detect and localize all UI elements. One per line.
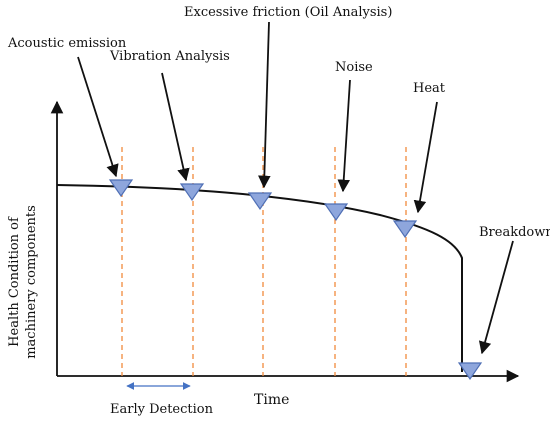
label-friction: Excessive friction (Oil Analysis) — [184, 5, 392, 20]
arrow-breakdown — [478, 240, 514, 355]
health-curve — [56, 184, 463, 372]
arrow-heat — [413, 101, 438, 214]
y-axis-label: Health Condition of machinery components — [7, 205, 39, 359]
y-axis-label-line1: Health Condition of — [7, 216, 22, 347]
marker-acoustic — [108, 179, 134, 198]
label-acoustic: Acoustic emission — [7, 36, 127, 51]
marker-friction — [247, 192, 273, 211]
marker-heat — [392, 220, 418, 239]
label-breakdown: Breakdown — [479, 225, 550, 240]
label-heat: Heat — [413, 81, 446, 96]
label-vibration: Vibration Analysis — [109, 49, 230, 64]
arrow-acoustic — [77, 56, 119, 178]
marker-vibration — [179, 183, 205, 202]
arrow-noise — [337, 79, 351, 193]
arrow-vibration — [161, 72, 190, 182]
arrow-friction — [258, 21, 271, 189]
marker-breakdown — [457, 362, 483, 381]
label-early-detection: Early Detection — [110, 402, 214, 417]
x-axis-label: Time — [254, 392, 289, 408]
y-axis-label-line2: machinery components — [24, 205, 39, 359]
marker-noise — [323, 203, 349, 222]
label-noise: Noise — [335, 60, 373, 75]
markers — [108, 179, 483, 381]
annotation-arrows — [77, 21, 514, 355]
